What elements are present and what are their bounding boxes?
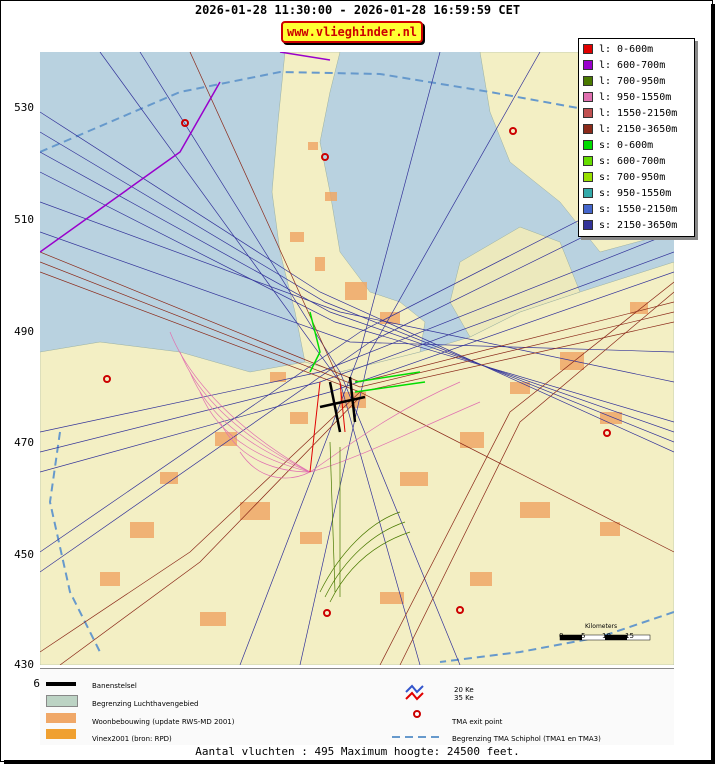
runway-swatch xyxy=(46,682,76,686)
legend-entry: l: 600-700m xyxy=(583,58,665,72)
legend-label: l: 2150-3650m xyxy=(599,123,678,135)
frame-shadow-bottom xyxy=(4,760,715,764)
legend-entry: l: 950-1550m xyxy=(583,90,671,104)
ke-contour-icon xyxy=(405,684,424,701)
legend-label: l: 0-600m xyxy=(599,43,654,55)
ke-35-label: 35 Ke xyxy=(454,694,474,702)
legend-swatch xyxy=(583,76,593,86)
legend-swatch xyxy=(583,156,593,166)
brand-badge[interactable]: www.vlieghinder.nl xyxy=(281,21,423,43)
frame-shadow-right xyxy=(711,4,715,764)
scale-tick: 0 xyxy=(559,632,564,640)
ke-20-label: 20 Ke xyxy=(454,686,474,694)
legend-label: s: 950-1550m xyxy=(599,187,672,199)
tracks-s-0-600 xyxy=(309,311,426,393)
map-legend: Banenstelsel Begrenzing Luchthavengebied… xyxy=(40,668,674,745)
scale-bar-title: Kilometers xyxy=(585,623,618,630)
legend-label: l: 600-700m xyxy=(599,59,666,71)
legend-swatch xyxy=(583,172,593,182)
tracks-l-0-600 xyxy=(309,381,346,473)
north-holland-peninsula xyxy=(271,52,426,373)
legend-entry: s: 700-950m xyxy=(583,170,665,184)
legend-label: l: 950-1550m xyxy=(599,91,672,103)
exit-point xyxy=(321,153,329,161)
scale-bar xyxy=(559,634,651,641)
legend-label: l: 1550-2150m xyxy=(599,107,678,119)
legend-entry: l: 2150-3650m xyxy=(583,122,677,136)
exit-point xyxy=(603,429,611,437)
tma-boundary-icon xyxy=(392,736,442,738)
legend-label: s: 2150-3650m xyxy=(599,219,678,231)
legend-swatch xyxy=(583,108,593,118)
y-tick-label: 430 xyxy=(14,658,34,671)
legend-entry: s: 600-700m xyxy=(583,154,665,168)
tracks-s-2150-3650 xyxy=(40,52,674,665)
y-tick-label: 490 xyxy=(14,325,34,338)
legend-swatch xyxy=(583,92,593,102)
scale-tick: 10 xyxy=(602,632,611,640)
tma-boundary-label: Begrenzing TMA Schiphol (TMA1 en TMA3) xyxy=(452,735,601,743)
legend-swatch xyxy=(583,44,593,54)
exit-point xyxy=(103,375,111,383)
exit-point xyxy=(181,119,189,127)
legend-entry: s: 2150-3650m xyxy=(583,218,677,232)
legend-swatch xyxy=(583,140,593,150)
legend-entry: l: 1550-2150m xyxy=(583,106,677,120)
vinex-swatch xyxy=(46,729,76,739)
altitude-legend: l: 0-600m l: 600-700m l: 700-950m l: 950… xyxy=(578,38,695,237)
legend-entry: l: 700-950m xyxy=(583,74,665,88)
legend-label: s: 600-700m xyxy=(599,155,666,167)
scale-tick: 15 xyxy=(625,632,634,640)
tma-exit-points xyxy=(103,119,611,617)
y-tick-label: 450 xyxy=(14,548,34,561)
exit-point xyxy=(456,606,464,614)
scale-tick: 5 xyxy=(581,632,586,640)
legend-swatch xyxy=(583,204,593,214)
legend-label: s: 1550-2150m xyxy=(599,203,678,215)
exit-point xyxy=(509,127,517,135)
mainland-south xyxy=(40,261,674,665)
legend-entry: s: 950-1550m xyxy=(583,186,671,200)
housing-swatch xyxy=(46,713,76,723)
legend-entry: s: 0-600m xyxy=(583,138,653,152)
legend-swatch xyxy=(583,220,593,230)
housing-label: Woonbebouwing (update RWS-MD 2001) xyxy=(92,718,235,726)
time-range-title: 2026-01-28 11:30:00 - 2026-01-28 16:59:5… xyxy=(194,3,521,17)
y-tick-label: 510 xyxy=(14,213,34,226)
legend-label: l: 700-950m xyxy=(599,75,666,87)
map-svg xyxy=(40,52,674,665)
runway-label: Banenstelsel xyxy=(92,682,137,690)
exit-point xyxy=(323,609,331,617)
tma-exit-icon xyxy=(413,710,421,718)
tma-exit-label: TMA exit point xyxy=(452,718,503,726)
legend-swatch xyxy=(583,124,593,134)
legend-label: s: 700-950m xyxy=(599,171,666,183)
legend-swatch xyxy=(583,60,593,70)
legend-entry: l: 0-600m xyxy=(583,42,653,56)
y-tick-label: 530 xyxy=(14,101,34,114)
tracks-l-600-700 xyxy=(40,52,331,253)
legend-entry: s: 1550-2150m xyxy=(583,202,677,216)
tracks-l-700-950 xyxy=(319,441,411,603)
airport-boundary-swatch xyxy=(46,695,78,707)
airport-boundary-label: Begrenzing Luchthavengebied xyxy=(92,700,199,708)
flight-count-footer: Aantal vluchten : 495 Maximum hoogte: 24… xyxy=(195,745,520,758)
tracks-l-950-1550 xyxy=(169,331,481,479)
flight-tracks xyxy=(40,52,674,665)
legend-label: s: 0-600m xyxy=(599,139,654,151)
flight-track-map[interactable] xyxy=(40,52,674,665)
vinex-label: Vinex2001 (bron: RPD) xyxy=(92,735,172,743)
legend-swatch xyxy=(583,188,593,198)
y-tick-label: 470 xyxy=(14,436,34,449)
runways xyxy=(319,376,366,433)
